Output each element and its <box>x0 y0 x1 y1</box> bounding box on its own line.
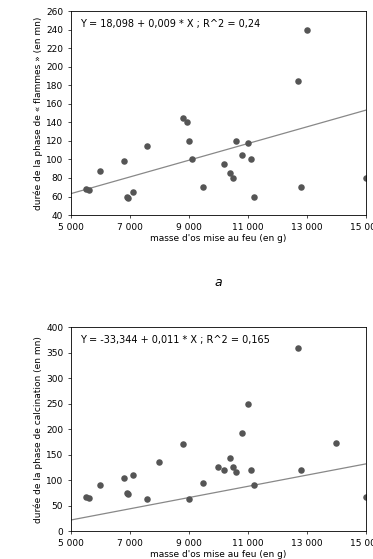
Point <box>184 118 190 127</box>
Point <box>239 150 245 159</box>
Point <box>230 463 236 472</box>
Point <box>156 458 162 467</box>
Point <box>125 194 131 203</box>
Point <box>230 173 236 182</box>
Point <box>130 471 136 480</box>
Point <box>304 25 310 34</box>
Point <box>124 192 130 201</box>
Point <box>221 466 227 475</box>
Point <box>369 58 373 67</box>
Point <box>83 184 89 193</box>
Point <box>295 343 301 352</box>
X-axis label: masse d'os mise au feu (en g): masse d'os mise au feu (en g) <box>150 234 286 244</box>
Point <box>248 466 254 475</box>
Point <box>221 160 227 169</box>
Text: Y = -33,344 + 0,011 * X ; R^2 = 0,165: Y = -33,344 + 0,011 * X ; R^2 = 0,165 <box>80 335 270 345</box>
Text: a: a <box>214 276 222 289</box>
Point <box>298 183 304 192</box>
Point <box>201 478 207 487</box>
Y-axis label: durée de la phase de calcination (en mn): durée de la phase de calcination (en mn) <box>34 335 43 523</box>
Point <box>201 183 207 192</box>
Point <box>130 187 136 196</box>
Point <box>333 439 339 448</box>
Point <box>180 440 186 449</box>
Point <box>295 76 301 85</box>
Point <box>83 492 89 501</box>
Point <box>85 186 91 195</box>
Point <box>85 494 91 503</box>
Y-axis label: durée de la phase de « flammes » (en mn): durée de la phase de « flammes » (en mn) <box>34 16 43 210</box>
Point <box>186 136 192 145</box>
Point <box>248 155 254 164</box>
Point <box>180 113 186 122</box>
Point <box>125 489 131 498</box>
Point <box>97 167 103 176</box>
Point <box>227 169 233 178</box>
Point <box>97 481 103 490</box>
Point <box>363 492 369 501</box>
Point <box>189 155 195 164</box>
Point <box>215 463 221 472</box>
Point <box>144 141 150 150</box>
Point <box>121 473 127 482</box>
Point <box>233 136 239 145</box>
Point <box>186 495 192 504</box>
Point <box>121 157 127 166</box>
Point <box>251 192 257 201</box>
Point <box>124 489 130 498</box>
Point <box>239 429 245 438</box>
Point <box>298 466 304 475</box>
Point <box>245 399 251 408</box>
Point <box>369 453 373 462</box>
Point <box>144 495 150 504</box>
Point <box>245 138 251 147</box>
X-axis label: masse d'os mise au feu (en g): masse d'os mise au feu (en g) <box>150 551 286 559</box>
Point <box>363 173 369 182</box>
Point <box>227 454 233 463</box>
Text: Y = 18,098 + 0,009 * X ; R^2 = 0,24: Y = 18,098 + 0,009 * X ; R^2 = 0,24 <box>80 20 260 29</box>
Point <box>251 481 257 490</box>
Point <box>233 468 239 477</box>
